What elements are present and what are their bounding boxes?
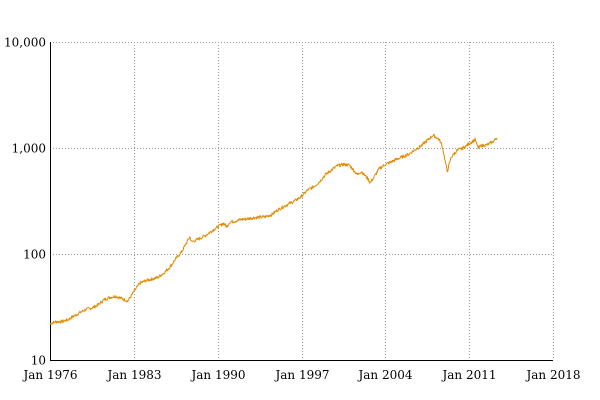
series-group bbox=[49, 133, 498, 326]
x-tick-label: Jan 1990 bbox=[189, 368, 245, 382]
y-tick-label: 10,000 bbox=[4, 36, 46, 50]
y-tick-label: 10 bbox=[31, 354, 46, 368]
grid-lines bbox=[50, 42, 554, 360]
series-line bbox=[49, 133, 498, 326]
y-tick-label: 1,000 bbox=[12, 142, 46, 156]
x-tick-label: Jan 2004 bbox=[356, 368, 412, 382]
x-tick-label: Jan 1976 bbox=[21, 368, 77, 382]
x-tick-label: Jan 1997 bbox=[273, 368, 329, 382]
axes bbox=[50, 42, 553, 361]
x-tick-label: Jan 2018 bbox=[524, 368, 580, 382]
y-tick-label: 100 bbox=[23, 248, 46, 262]
x-axis-ticks: Jan 1976 Jan 1983 Jan 1990 Jan 1997 Jan 2004… bbox=[21, 368, 580, 382]
y-axis-ticks: 10 100 1,000 10,000 bbox=[4, 36, 46, 368]
x-tick-label: Jan 1983 bbox=[105, 368, 161, 382]
x-tick-label: Jan 2011 bbox=[440, 368, 496, 382]
